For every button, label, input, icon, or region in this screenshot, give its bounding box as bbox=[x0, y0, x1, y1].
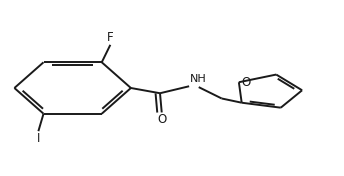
Text: F: F bbox=[107, 31, 114, 44]
Text: I: I bbox=[37, 132, 40, 145]
Text: O: O bbox=[242, 76, 251, 89]
Text: O: O bbox=[157, 113, 166, 126]
Text: NH: NH bbox=[190, 74, 206, 84]
